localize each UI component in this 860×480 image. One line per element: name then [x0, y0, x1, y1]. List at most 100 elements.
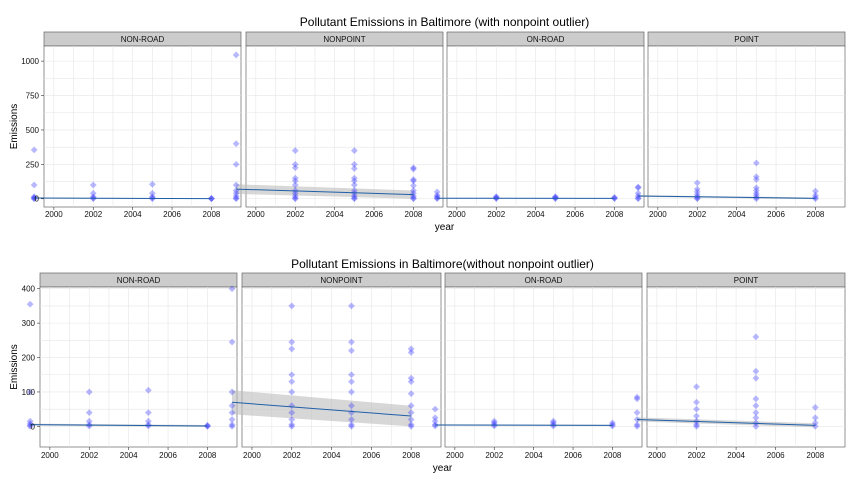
x-tick-label: 2004	[326, 210, 344, 219]
facet-non-road: NON-ROAD 2000 2002 2004 2006 2008 0 100 200 300 40…	[22, 272, 238, 460]
data-point	[812, 193, 819, 201]
data-point	[752, 414, 760, 422]
data-point	[633, 393, 641, 401]
data-point	[85, 422, 93, 430]
data-point	[410, 192, 417, 200]
data-point	[291, 195, 299, 203]
chart-title: Pollutant Emissions in Baltimore(without…	[291, 257, 594, 271]
data-point	[634, 183, 642, 191]
data-point	[634, 184, 642, 192]
data-point	[288, 421, 296, 429]
x-axis-title: year	[435, 222, 455, 233]
data-point	[350, 174, 358, 182]
chart-2: Pollutant Emissions in Baltimore(without…	[9, 257, 846, 474]
data-point	[752, 184, 760, 192]
x-tick-label: 2004	[527, 210, 545, 219]
x-tick-label: 2000	[41, 451, 59, 460]
x-tick-label: 2006	[566, 210, 584, 219]
data-point	[350, 195, 358, 203]
x-tick-label: 2004	[525, 451, 543, 460]
x-tick-label: 2000	[446, 451, 464, 460]
data-point	[30, 194, 38, 202]
data-point	[752, 374, 760, 382]
data-point	[410, 182, 417, 190]
data-point	[752, 402, 760, 410]
data-point	[85, 417, 93, 425]
x-tick-label: 2008	[402, 451, 420, 460]
facet-strip-label: NONPOINT	[320, 276, 362, 285]
trend-line	[236, 188, 414, 196]
facet-panel	[39, 286, 238, 448]
data-point	[204, 421, 211, 429]
data-point	[407, 348, 415, 356]
data-point	[433, 188, 441, 196]
data-point	[410, 187, 417, 194]
data-point	[291, 189, 299, 197]
data-point	[291, 147, 299, 154]
data-point	[693, 179, 701, 187]
data-point	[433, 191, 441, 199]
data-point	[633, 409, 641, 416]
data-point	[634, 195, 642, 203]
data-point	[752, 422, 760, 430]
data-point	[490, 422, 498, 430]
chart-1: Pollutant Emissions in Baltimore (with n…	[9, 15, 846, 233]
data-point	[752, 176, 760, 183]
data-point	[811, 404, 819, 411]
data-point	[611, 193, 618, 201]
data-point	[431, 422, 439, 430]
data-point	[232, 189, 240, 197]
x-tick-label: 2008	[606, 210, 624, 219]
data-point	[431, 414, 439, 422]
data-point	[812, 191, 819, 199]
data-point	[30, 181, 38, 189]
y-tick-label: 100	[22, 388, 36, 397]
data-point	[228, 338, 236, 346]
data-point	[811, 419, 819, 427]
x-tick-label: 2004	[124, 210, 142, 219]
data-point	[288, 378, 296, 386]
data-point	[410, 165, 417, 173]
trend-line	[637, 418, 816, 426]
data-point	[350, 165, 358, 172]
data-point	[232, 187, 240, 194]
data-point	[633, 422, 641, 430]
data-point	[350, 147, 358, 154]
x-tick-label: 2002	[688, 210, 706, 219]
x-tick-label: 2006	[365, 210, 383, 219]
data-point	[693, 194, 701, 202]
data-point	[228, 421, 236, 429]
x-tick-label: 2000	[448, 210, 466, 219]
data-point	[410, 176, 417, 183]
data-point	[350, 192, 358, 200]
data-point	[144, 417, 152, 425]
data-point	[26, 420, 34, 428]
data-point	[407, 421, 415, 429]
trend-line	[232, 401, 412, 417]
data-point	[752, 367, 760, 375]
data-point	[407, 409, 415, 416]
x-tick-label: 2002	[286, 210, 304, 219]
data-point	[26, 417, 34, 425]
data-point	[208, 195, 215, 203]
data-point	[348, 388, 355, 396]
x-tick-label: 2000	[247, 210, 265, 219]
data-point	[348, 302, 355, 310]
x-tick-label: 2004	[727, 451, 745, 460]
data-point	[89, 189, 97, 197]
data-point	[431, 417, 439, 425]
data-point	[204, 422, 211, 430]
data-point	[752, 187, 760, 194]
data-point	[228, 422, 236, 430]
data-point	[633, 421, 641, 429]
x-tick-label: 2000	[45, 210, 63, 219]
x-tick-label: 2002	[80, 451, 98, 460]
data-point	[693, 398, 700, 406]
y-tick-label: 200	[22, 354, 36, 363]
facet-panel	[245, 45, 444, 208]
data-point	[693, 383, 700, 391]
y-tick-label: 0	[35, 195, 40, 204]
x-tick-label: 2004	[120, 451, 138, 460]
data-point	[288, 338, 296, 346]
facet-strip-label: ON-ROAD	[527, 35, 565, 44]
